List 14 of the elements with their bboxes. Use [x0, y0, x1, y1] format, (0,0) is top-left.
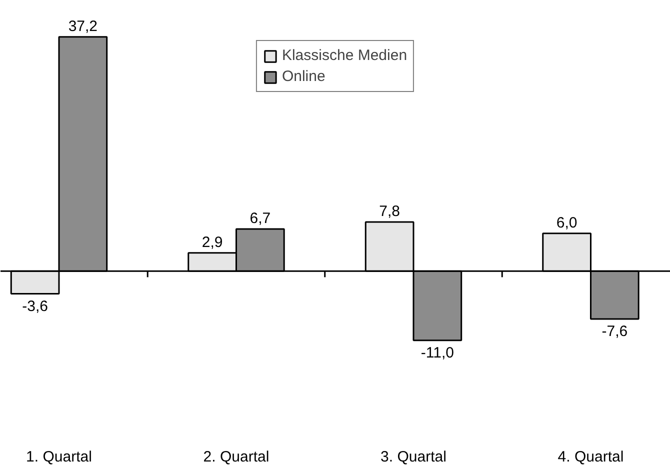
x-tick-label: 4. Quartal	[558, 448, 624, 466]
data-label: 7,8	[379, 202, 400, 220]
data-label: -7,6	[602, 323, 628, 340]
data-label: -11,0	[420, 344, 454, 362]
data-label: 37,2	[68, 18, 98, 35]
data-label: 6,7	[250, 210, 271, 227]
x-tick-label: 1. Quartal	[26, 448, 92, 466]
legend-label: Online	[282, 68, 326, 85]
data-label: 2,9	[202, 234, 223, 251]
data-label: 6,0	[556, 214, 578, 232]
legend-label: Klassische Medien	[282, 47, 408, 64]
x-tick-label: 2. Quartal	[203, 448, 270, 466]
data-label: -3,6	[22, 298, 48, 315]
x-tick-label: 3. Quartal	[380, 448, 446, 466]
